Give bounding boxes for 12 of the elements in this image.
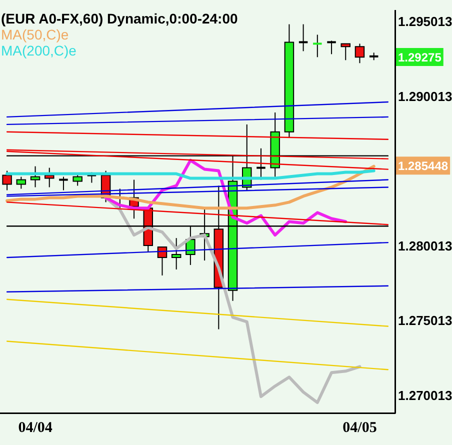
y-tick-label: 1.275013 bbox=[398, 313, 452, 328]
chart-title: (EUR A0-FX,60) Dynamic,0:00-24:00 bbox=[1, 10, 238, 27]
text: MA(50,C)e bbox=[1, 26, 69, 43]
y-tick-label: 1.280013 bbox=[398, 238, 452, 254]
text: 1.29275 bbox=[398, 50, 442, 64]
y-tick-label: 1.270013 bbox=[398, 388, 452, 403]
text: MA(200,C)e bbox=[1, 42, 77, 59]
text: 1.285448 bbox=[398, 158, 448, 173]
y-tick-label: 1.290013 bbox=[398, 88, 452, 104]
x-tick-label: 04/05 bbox=[342, 420, 377, 436]
y-tick-label: 1.295013 bbox=[398, 14, 452, 30]
x-tick-label: 04/04 bbox=[18, 420, 53, 436]
